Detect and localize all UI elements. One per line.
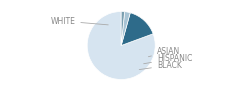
Text: ASIAN: ASIAN (148, 47, 180, 57)
Wedge shape (121, 12, 125, 46)
Text: WHITE: WHITE (50, 16, 108, 26)
Wedge shape (87, 12, 155, 80)
Wedge shape (121, 13, 153, 46)
Wedge shape (121, 12, 130, 46)
Text: HISPANIC: HISPANIC (144, 54, 192, 64)
Text: BLACK: BLACK (139, 61, 182, 70)
